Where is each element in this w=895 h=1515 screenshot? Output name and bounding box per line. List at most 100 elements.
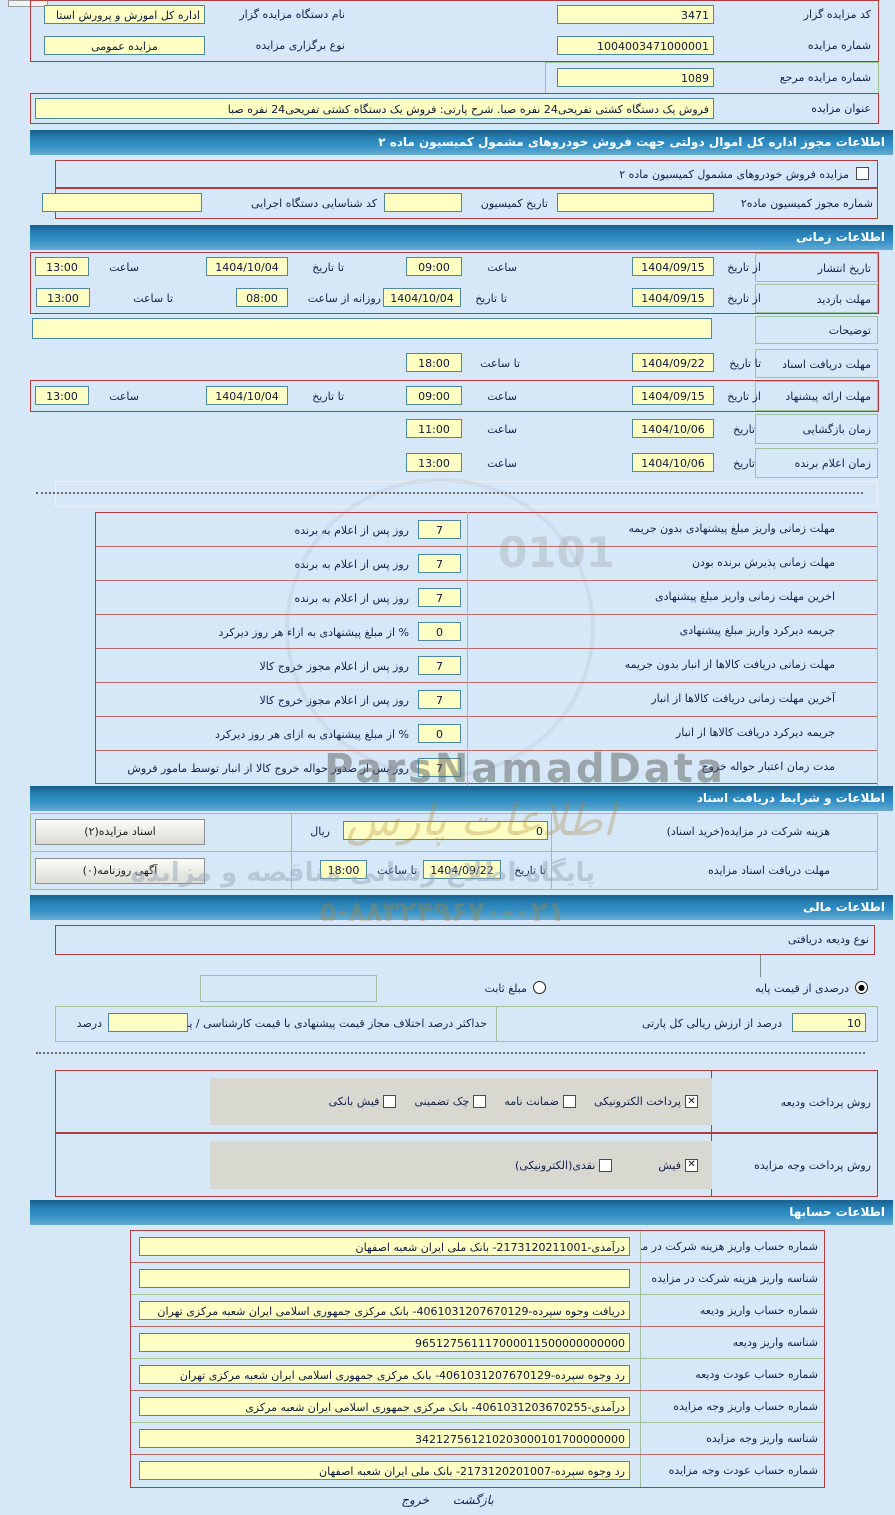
section-permit-header: اطلاعات مجوز اداره کل اموال دولتی جهت فر… xyxy=(30,130,893,155)
account-row-value[interactable]: درآمدی-2173120211001- بانک ملی ایران شعب… xyxy=(139,1237,630,1256)
payment-method-label: روش پرداخت وجه مزایده xyxy=(711,1133,878,1197)
deposit-percent-input[interactable]: 10 xyxy=(792,1013,866,1032)
visit-until-hour-input[interactable]: 13:00 xyxy=(36,288,90,307)
radio-percent-of-base[interactable]: ● xyxy=(855,981,868,994)
account-row-value[interactable]: رد وجوه سپرده-4061031207670129- بانک مرک… xyxy=(139,1365,630,1384)
auction-title-input[interactable]: فروش یک دستگاه کشتی تفریحی24 نفره صبا. ش… xyxy=(35,98,714,119)
docs-deadline-hour-label: تا ساعت xyxy=(480,357,520,370)
docs-deadline-hour-input[interactable]: 18:00 xyxy=(406,353,462,372)
offer-to-date-input[interactable]: 1404/10/04 xyxy=(206,386,288,405)
winner-date-input[interactable]: 1404/10/06 xyxy=(632,453,714,472)
offer-to-hour-input[interactable]: 13:00 xyxy=(35,386,89,405)
penalty-row-label: مدت زمان اعتبار حواله خروج xyxy=(467,750,878,786)
permit-no-input[interactable] xyxy=(557,193,714,212)
auction-docs-button[interactable]: اسناد مزایده(۲) xyxy=(35,819,205,845)
publish-from-hour-input[interactable]: 09:00 xyxy=(406,257,462,276)
max-diff-input[interactable] xyxy=(108,1013,188,1032)
publish-from-date-input[interactable]: 1404/09/15 xyxy=(632,257,714,276)
penalty-row: مدت زمان اعتبار حواله خروج 7 روز پس از ص… xyxy=(96,750,878,786)
account-row-value[interactable]: رد وجوه سپرده-2173120201007- بانک ملی ای… xyxy=(139,1461,630,1480)
opening-hour-input[interactable]: 11:00 xyxy=(406,419,462,438)
agency-id-input[interactable] xyxy=(42,193,202,212)
penalty-value-input[interactable]: 7 xyxy=(418,554,461,573)
agency-id-label: کد شناسایی دستگاه اجرایی xyxy=(250,197,377,210)
penalty-value-input[interactable]: 7 xyxy=(418,758,461,777)
auction-type-input[interactable]: مزایده عمومی xyxy=(44,36,205,55)
method-cash-electronic[interactable]: نقدی(الکترونیکی) xyxy=(515,1158,613,1172)
account-row-label: شناسه واریز هزینه شرکت در مزایده xyxy=(640,1263,824,1294)
docs-to-hour-input[interactable]: 18:00 xyxy=(320,860,367,879)
checkbox-icon[interactable] xyxy=(473,1095,487,1108)
penalty-value-input[interactable]: 7 xyxy=(418,520,461,539)
visit-from-date-input[interactable]: 1404/09/15 xyxy=(632,288,714,307)
penalty-suffix: % از مبلغ پیشنهادی به ازای هر روز دیرکرد xyxy=(215,728,409,741)
method-label: چک تضمینی xyxy=(414,1095,470,1108)
penalty-value-input[interactable]: 0 xyxy=(418,622,461,641)
docs-deadline-date-input[interactable]: 1404/09/22 xyxy=(632,353,714,372)
account-row-value[interactable]: دریافت وجوه سپرده-4061031207670129- بانک… xyxy=(139,1301,630,1320)
exit-link[interactable]: خروج xyxy=(401,1493,429,1507)
penalty-value-input[interactable]: 7 xyxy=(418,588,461,607)
docs-to-date-input[interactable]: 1404/09/22 xyxy=(423,860,501,879)
deposit-percent-label: درصد از ارزش ریالی کل پارتی xyxy=(641,1017,782,1030)
radio-fixed-amount[interactable] xyxy=(533,981,546,994)
offer-from-hour-input[interactable]: 09:00 xyxy=(406,386,462,405)
checkbox-icon[interactable] xyxy=(599,1158,613,1172)
penalty-value-input[interactable]: 0 xyxy=(418,724,461,743)
method-label: فیش xyxy=(658,1158,681,1172)
penalty-value-input[interactable]: 7 xyxy=(418,656,461,675)
ref-no-input[interactable]: 1089 xyxy=(557,68,714,87)
commission-checkbox[interactable] xyxy=(856,167,869,180)
penalty-row-label: مهلت زمانی دریافت کالاها از انبار بدون ج… xyxy=(467,648,878,682)
account-row: شماره حساب عودت وجه مزایده رد وجوه سپرده… xyxy=(131,1455,824,1487)
penalty-row-label: آخرین مهلت زمانی دریافت کالاها از انبار xyxy=(467,682,878,716)
docs-to-hour-label: تا ساعت xyxy=(377,864,417,877)
method-bank-slip[interactable]: فیش بانکی xyxy=(329,1095,397,1108)
auction-no-input[interactable]: 1004003471000001 xyxy=(557,36,714,55)
auctioneer-code-input[interactable]: 3471 xyxy=(557,5,714,24)
visit-until-label: تا ساعت xyxy=(133,292,173,305)
notes-input[interactable] xyxy=(32,318,712,339)
max-diff-label: حداکثر درصد اختلاف مجاز قیمت پیشنهادی با… xyxy=(177,1017,487,1030)
checkbox-icon[interactable]: ✕ xyxy=(685,1095,698,1108)
radio-percent-label: درصدی از قیمت پایه xyxy=(755,982,849,995)
account-row-value[interactable] xyxy=(139,1269,630,1288)
separator-box xyxy=(55,481,878,507)
participation-fee-input[interactable]: 0 xyxy=(343,821,548,840)
commission-date-input[interactable] xyxy=(384,193,462,212)
publish-to-hour-input[interactable]: 13:00 xyxy=(35,257,89,276)
offer-row-border xyxy=(30,380,879,412)
penalty-suffix: روز پس از صدور حواله خروج کالا از انبار … xyxy=(127,762,409,775)
account-row-value[interactable]: 342127561210203000101700000000 xyxy=(139,1429,630,1448)
method-slip[interactable]: ✕ فیش xyxy=(658,1158,698,1172)
permit-checkbox-row xyxy=(55,160,878,188)
payment-methods-panel: ✕ فیش نقدی(الکترونیکی) xyxy=(210,1141,712,1189)
account-row: شناسه واریز وجه مزایده 34212756121020300… xyxy=(131,1423,824,1455)
offer-from-date-input[interactable]: 1404/09/15 xyxy=(632,386,714,405)
opening-date-input[interactable]: 1404/10/06 xyxy=(632,419,714,438)
winner-hour-input[interactable]: 13:00 xyxy=(406,453,462,472)
checkbox-icon[interactable] xyxy=(383,1095,397,1108)
checkbox-icon[interactable]: ✕ xyxy=(685,1158,698,1172)
visit-daily-hour-input[interactable]: 08:00 xyxy=(236,288,288,307)
account-row-value[interactable]: 965127561117000011500000000000 xyxy=(139,1333,630,1352)
account-row-label: شماره حساب واریز هزینه شرکت در مزایده xyxy=(640,1231,824,1262)
account-row-value[interactable]: درآمدی-4061031203670255- بانک مرکزی جمهو… xyxy=(139,1397,630,1416)
auctioneer-name-input[interactable]: اداره کل اموزش و پرورش استا xyxy=(44,5,205,24)
newspaper-ad-button[interactable]: آگهی روزنامه(۰) xyxy=(35,858,205,884)
docs-receive-deadline-label: مهلت دریافت اسناد مزایده xyxy=(707,864,830,877)
penalty-value-input[interactable]: 7 xyxy=(418,690,461,709)
checkbox-icon[interactable] xyxy=(563,1095,576,1108)
method-electronic-payment[interactable]: ✕ پرداخت الکترونیکی xyxy=(594,1095,698,1108)
fixed-amount-input[interactable] xyxy=(200,975,377,1002)
ref-no-label: شماره مزایده مرجع xyxy=(779,71,871,84)
visit-to-date-input[interactable]: 1404/10/04 xyxy=(383,288,461,307)
method-guarantee-letter[interactable]: ضمانت نامه xyxy=(504,1095,576,1108)
auction-title-label: عنوان مزایده xyxy=(811,102,871,115)
publish-to-date-input[interactable]: 1404/10/04 xyxy=(206,257,288,276)
penalty-row-label: اخرین مهلت زمانی واریز مبلغ پیشنهادی xyxy=(467,580,878,614)
method-guaranteed-check[interactable]: چک تضمینی xyxy=(414,1095,487,1108)
penalty-suffix: روز پس از اعلام به برنده xyxy=(294,524,409,537)
top-table-border xyxy=(30,0,879,62)
back-link[interactable]: بازگشت xyxy=(452,1493,494,1507)
